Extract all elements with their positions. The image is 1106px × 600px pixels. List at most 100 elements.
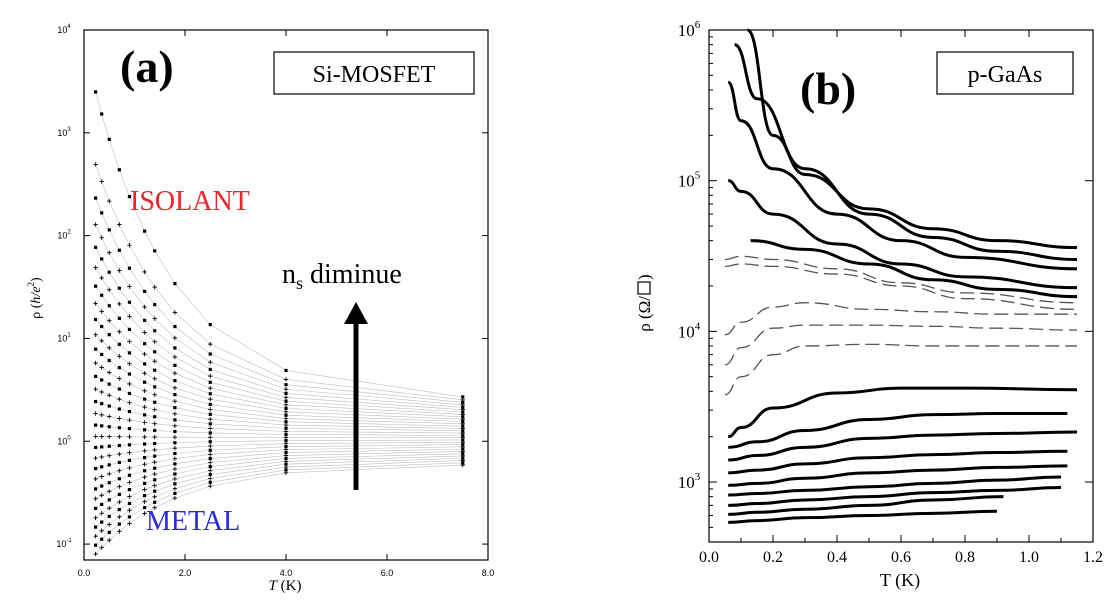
panel-a-data-point [107,425,111,429]
panel-a-data-point [107,463,111,467]
panel-a-data-point [153,454,157,458]
panel-a-data-point [153,466,157,470]
panel-a-data-point [100,378,104,382]
panel-a-data-point [173,491,177,496]
panel-a-data-point [461,419,465,424]
panel-a-data-point [461,433,465,437]
panel-a-data-point [173,393,177,397]
panel-a-series-line [95,247,463,408]
panel-a-data-point [117,460,121,465]
panel-b-y-axis-label-suffix: ) [635,274,654,280]
panel-a-data-point [173,418,177,422]
panel-a-data-point [100,293,104,297]
panel-a-data-point [143,413,147,417]
panel-b-x-tick-label: 0.2 [763,549,783,566]
panel-a-data-point [127,443,132,447]
panel-b-series-dashed [724,343,1077,396]
panel-a-data-point [143,362,147,366]
panel-a-data-point [461,429,465,433]
panel-a-data-point [284,413,288,417]
panel-a-data-point [173,441,177,445]
panel-a-data-point [127,409,132,414]
panel-a-data-point [100,465,104,469]
panel-a-data-point [107,382,111,386]
panel-a-data-point [208,422,212,426]
panel-a-data-point [107,137,111,141]
panel-a-data-point [461,447,465,451]
panel-a-data-point [127,501,132,506]
panel-a-data-point [143,428,147,432]
panel-a-series-line [95,451,463,499]
panel-a-y-axis-label: ρ (h/e2) [26,277,44,319]
density-arrow-head [344,302,368,324]
panel-a-data-point [173,346,177,350]
panel-a-data-point [94,284,98,288]
panel-a-data-point [127,487,132,492]
panel-b-series-solid [733,43,1078,261]
panel-b-x-tick-label: 0.8 [955,549,975,566]
panel-b-label: (b) [800,63,856,114]
panel-a-data-point [100,112,104,116]
panel-a-data-point [173,472,177,476]
panel-b-x-axis-label: T (K) [880,570,920,591]
panel-a-series-lines [95,91,463,555]
panel-a-data-point [284,426,288,430]
panel-a-data-point [284,399,288,403]
panel-b-y-tick-label: 103 [678,471,701,492]
panel-b-x-tick-label: 1.0 [1019,549,1039,566]
panel-a-data-point [94,487,98,491]
panel-a-data-point [143,505,147,510]
panel-a-data-point [143,229,147,233]
panel-a-data-point [107,304,111,308]
panel-a-series-line [95,334,463,420]
panel-a-data-point [208,472,212,477]
panel-a-y-tick-label: 102 [57,230,71,241]
panel-a-data-point [94,90,98,94]
panel-a-data-point [94,467,98,471]
panel-a-data-point [100,445,104,449]
panel-a-x-axis-label-italic: T [269,578,279,594]
panel-a-data-point [143,380,147,384]
panel-a-data-point [143,494,147,498]
panel-a-data-point [94,245,98,249]
panel-a-data-point [208,402,212,406]
panel-a-frame [83,29,489,561]
panel-b-x-tick-label: 0.4 [827,549,847,566]
panel-b-x-tick-label: 0.0 [699,549,719,566]
panel-a-data-point [284,462,288,466]
panel-a-data-point [153,249,157,253]
panel-a-data-point [127,473,132,477]
panel-b-y-tick-label: 106 [678,19,701,40]
panel-a-data-point [153,415,157,419]
panel-a-data-point [100,520,104,524]
panel-b-legend-box [936,51,1074,95]
panel-a-y-tick-label: 103 [57,127,71,138]
panel-a-data-point [107,444,111,448]
panel-a-data-point [117,387,121,391]
metal-label: METAL [146,506,240,537]
panel-a-data-point [153,368,157,372]
panel-a-y-axis-label-italic: h/e [29,286,44,303]
panel-a-data-point [284,456,288,461]
panel-a-data-point [173,406,177,410]
panel-a-data-point [127,458,132,462]
panel-b-series-solid [746,28,1078,250]
panel-a-data-point [208,380,212,384]
panel-a-data-point [208,465,212,469]
panel-a-data-point [208,352,212,356]
panel-a-data-point [208,448,212,452]
panel-a-data-point [100,424,104,428]
panel-a-data-point [143,481,147,486]
panel-a-data-point [117,492,121,497]
panel-a-series-line [95,224,463,406]
panel-a-legend-box [273,51,475,95]
panel-a-data-point [461,452,465,456]
panel-b-series-solid [728,464,1068,487]
panel-a-data-point [173,429,177,434]
panel-b-series-dashed [724,263,1078,310]
panel-b-series-solid [728,449,1068,475]
panel-a-data-point [107,333,111,337]
panel-a-data-point [153,478,157,482]
panel-a-data-point [173,482,177,486]
panel-a-data-point [100,484,104,488]
